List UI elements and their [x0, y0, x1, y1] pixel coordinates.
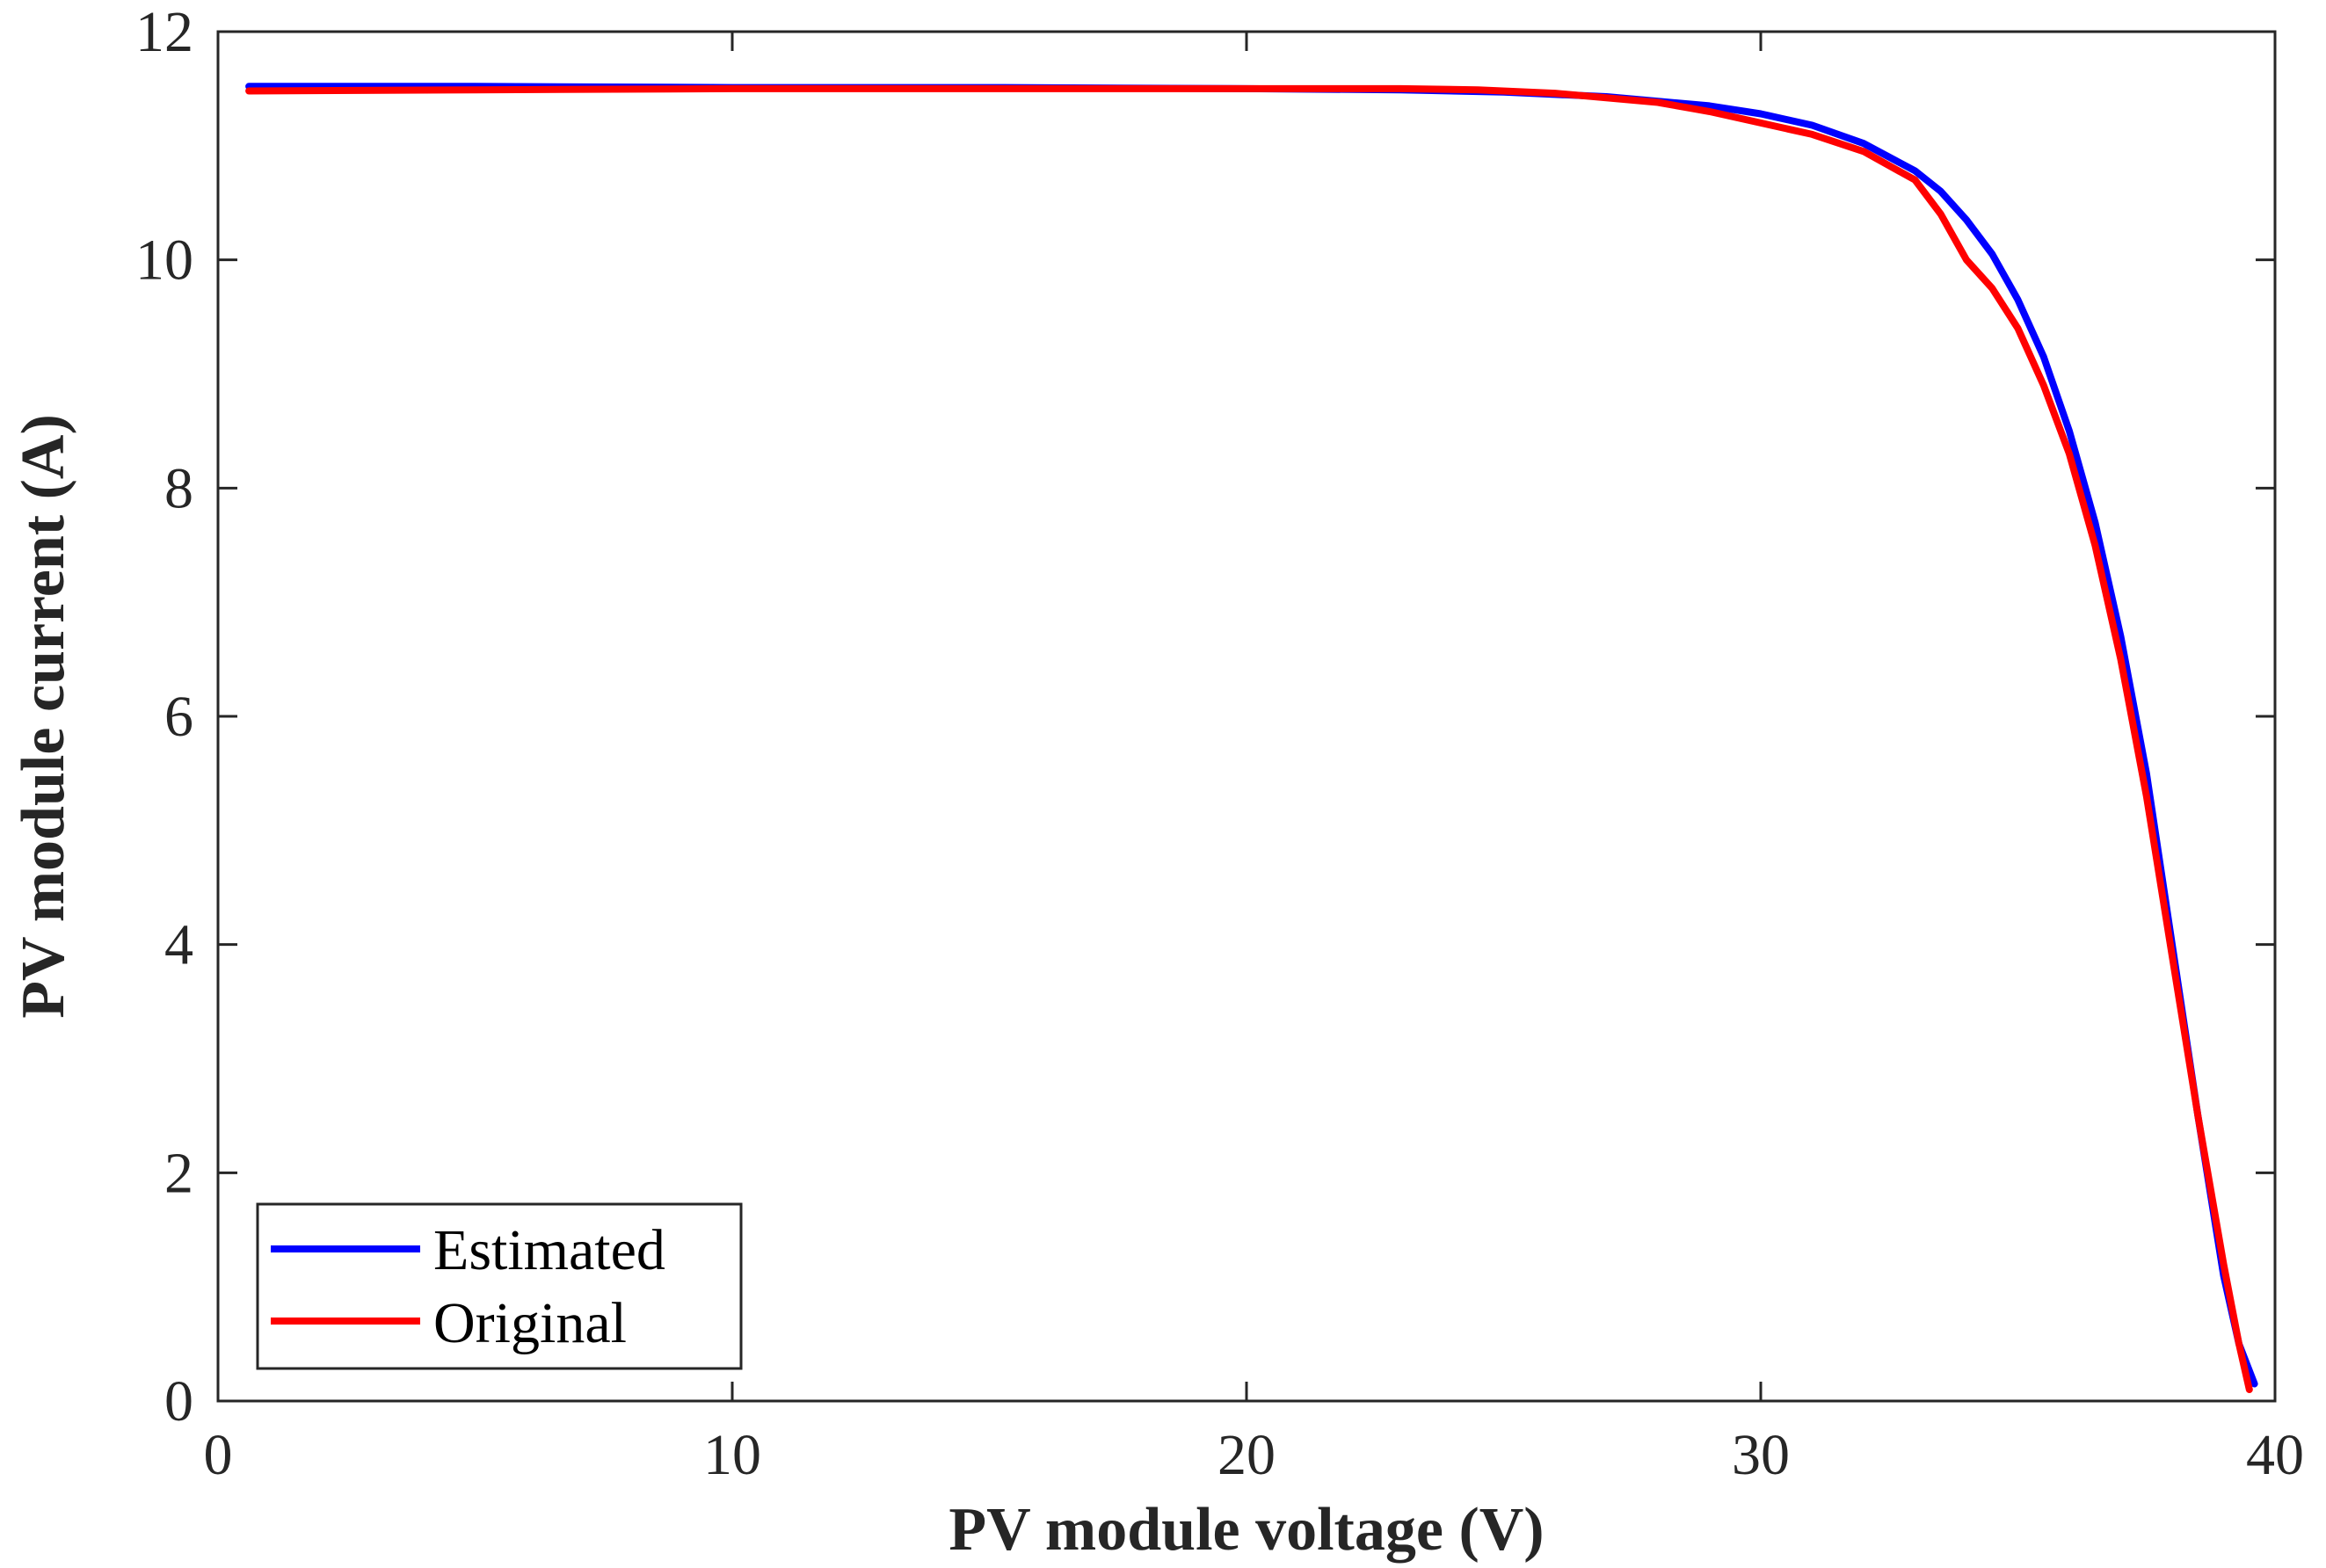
x-tick-label: 30 [1732, 1423, 1790, 1487]
y-tick-label: 10 [135, 229, 193, 293]
series-layer [245, 83, 2258, 1393]
y-tick-label: 12 [135, 0, 193, 64]
tick-labels: 0 10 20 30 40 0 2 4 6 8 10 12 [135, 0, 2304, 1487]
x-axis-title: PV module voltage (V) [949, 1496, 1544, 1564]
y-tick-label: 0 [164, 1369, 193, 1434]
axis-ticks [216, 30, 2277, 1403]
axes-box [216, 30, 2277, 1403]
y-axis-title: PV module current (A) [10, 414, 77, 1019]
plot-area [216, 30, 2277, 1403]
x-tick-label: 10 [703, 1423, 761, 1487]
legend-label-estimated: Estimated [433, 1218, 665, 1282]
y-tick-label: 8 [164, 456, 193, 520]
y-tick-label: 6 [164, 685, 193, 749]
y-tick-label: 4 [164, 913, 193, 977]
x-tick-label: 0 [204, 1423, 233, 1487]
y-tick-label: 2 [164, 1141, 193, 1205]
x-tick-label: 20 [1218, 1423, 1276, 1487]
legend-box [256, 1202, 743, 1370]
legend-label-original: Original [433, 1291, 627, 1355]
x-tick-label: 40 [2246, 1423, 2304, 1487]
series-line-original [245, 84, 2253, 1393]
legend: Estimated Original [256, 1202, 743, 1370]
